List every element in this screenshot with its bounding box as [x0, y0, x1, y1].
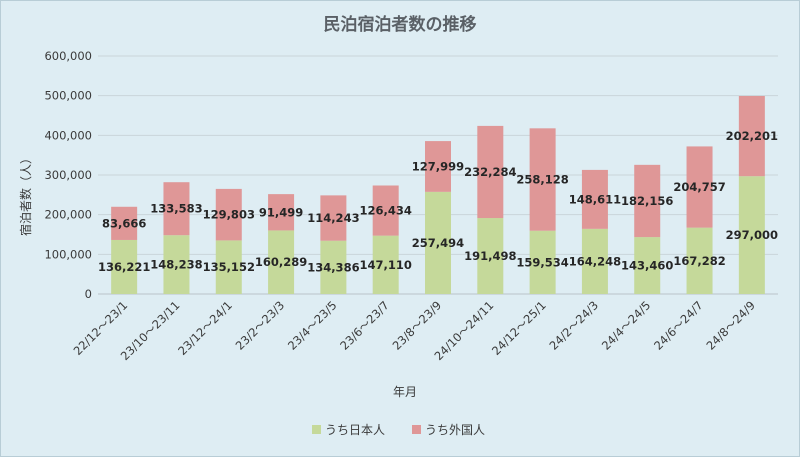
data-label-japanese: 159,534: [516, 255, 568, 269]
bar-foreign: [372, 185, 399, 236]
y-axis-title: 宿泊者数（人）: [18, 152, 33, 236]
bar-foreign: [425, 141, 451, 192]
data-label-foreign: 114,243: [307, 211, 359, 225]
bar-japanese: [634, 237, 661, 294]
y-tick-label: 400,000: [44, 128, 92, 142]
data-label-japanese: 167,282: [673, 254, 725, 268]
data-label-foreign: 232,284: [464, 165, 516, 179]
y-tick-label: 0: [85, 287, 92, 301]
data-label-foreign: 133,583: [150, 202, 202, 216]
bar-foreign: [111, 206, 138, 240]
y-tick-label: 600,000: [44, 49, 92, 63]
data-label-foreign: 204,757: [673, 180, 725, 194]
x-tick-label: 23/12～24/1: [175, 298, 235, 358]
data-label-foreign: 258,128: [516, 173, 568, 187]
x-tick-label: 24/6～24/7: [651, 298, 706, 353]
data-label-japanese: 257,494: [412, 236, 464, 250]
legend-swatch: [412, 425, 421, 434]
data-label-foreign: 148,611: [569, 192, 621, 206]
x-axis-title: 年月: [393, 385, 417, 399]
data-label-japanese: 136,221: [98, 260, 150, 274]
bar-japanese: [320, 240, 347, 294]
bar-japanese: [268, 230, 295, 294]
bars: [111, 95, 765, 294]
data-label-foreign: 126,434: [359, 204, 411, 218]
x-tick-label: 23/6～23/7: [337, 298, 392, 353]
bar-foreign: [529, 128, 556, 231]
data-label-foreign: 202,201: [726, 129, 778, 143]
x-tick-label: 24/4～24/5: [599, 298, 654, 353]
data-label-japanese: 134,386: [307, 260, 359, 274]
x-axis-ticks: 22/12～23/123/10～23/1123/12～24/123/2～23/3…: [71, 298, 758, 363]
bar-japanese: [581, 228, 608, 294]
data-label-foreign: 182,156: [621, 194, 673, 208]
bar-foreign: [686, 146, 713, 228]
bar-foreign: [320, 195, 347, 241]
gridlines: [98, 55, 778, 295]
data-label-foreign: 83,666: [102, 216, 146, 230]
data-label-japanese: 143,460: [621, 259, 673, 273]
x-tick-label: 23/4～23/5: [285, 298, 340, 353]
bar-foreign: [215, 188, 242, 241]
bar-foreign: [634, 164, 661, 238]
data-label-japanese: 135,152: [203, 260, 255, 274]
x-tick-label: 23/2～23/3: [233, 298, 288, 353]
chart-title: 民泊宿泊者数の推移: [324, 14, 477, 35]
legend: うち日本人 うち外国人: [312, 423, 485, 437]
bar-japanese: [372, 235, 399, 294]
data-label-japanese: 160,289: [255, 255, 307, 269]
data-label-foreign: 127,999: [412, 159, 464, 173]
bar-japanese: [215, 240, 242, 294]
bar-foreign: [581, 169, 608, 229]
bar-foreign: [163, 182, 190, 236]
x-tick-label: 23/8～23/9: [390, 298, 445, 353]
legend-swatch: [312, 425, 321, 434]
bar-foreign: [738, 95, 765, 177]
data-label-japanese: 147,110: [359, 258, 411, 272]
bar-japanese: [477, 218, 504, 294]
data-label-japanese: 164,248: [569, 254, 621, 268]
y-axis-ticks: 0 100,000 200,000 300,000 400,000 500,000 600,…: [44, 49, 92, 301]
bar-japanese: [111, 239, 138, 294]
legend-label: うち外国人: [425, 423, 485, 437]
data-label-japanese: 148,238: [150, 258, 202, 272]
bar-japanese: [529, 230, 556, 294]
bar-foreign: [477, 125, 504, 219]
y-tick-label: 500,000: [44, 89, 92, 103]
x-tick-label: 24/8～24/9: [703, 298, 758, 353]
bar-foreign: [268, 194, 295, 231]
data-label-foreign: 129,803: [203, 208, 255, 222]
y-tick-label: 300,000: [44, 168, 92, 182]
x-tick-label: 24/12～25/1: [489, 298, 549, 358]
data-label-japanese: 297,000: [726, 228, 778, 242]
legend-label: うち日本人: [325, 423, 385, 437]
bar-japanese: [425, 191, 451, 294]
bar-japanese: [163, 235, 190, 294]
y-tick-label: 100,000: [44, 247, 92, 261]
data-label-foreign: 91,499: [259, 205, 303, 219]
data-labels: 136,221 83,666 148,238 133,583 135,152 129,80…: [98, 129, 778, 274]
y-tick-label: 200,000: [44, 208, 92, 222]
bar-japanese: [686, 227, 713, 294]
bar-japanese: [738, 176, 765, 294]
x-tick-label: 24/2～24/3: [546, 298, 601, 353]
data-label-japanese: 191,498: [464, 249, 516, 263]
